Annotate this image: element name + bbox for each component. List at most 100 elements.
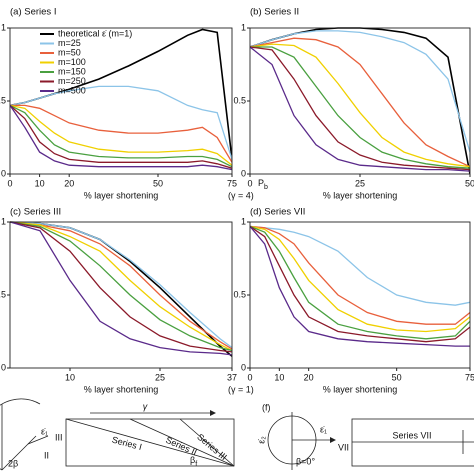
series-line bbox=[250, 225, 470, 333]
x-tick-label: 75 bbox=[465, 372, 474, 382]
strain-circle bbox=[0, 398, 41, 471]
strain-arrow bbox=[27, 435, 49, 445]
series-line bbox=[250, 46, 470, 172]
diagram-circle: (f) ε̇₂ ε̇₁ β=0° VII bbox=[256, 402, 349, 470]
series-line bbox=[250, 46, 470, 171]
series-line bbox=[250, 225, 470, 347]
legend-label: m=250 bbox=[58, 76, 86, 86]
x-tick-label: 37 bbox=[227, 372, 237, 382]
series-line bbox=[10, 104, 232, 166]
x-tick-label: 25 bbox=[355, 178, 365, 188]
x-tick-label: 20 bbox=[64, 178, 74, 188]
marker-text: P bbox=[258, 178, 264, 188]
x-axis-title: % layer shortening bbox=[323, 190, 398, 200]
series-line bbox=[250, 225, 470, 325]
plot-frame bbox=[249, 27, 471, 175]
x-axis-title: % layer shortening bbox=[84, 190, 159, 200]
series-line bbox=[10, 221, 232, 349]
x-tick-label: 25 bbox=[155, 372, 165, 382]
series-line bbox=[10, 221, 232, 357]
series-line bbox=[10, 221, 232, 356]
x-tick-label: 0 bbox=[247, 178, 252, 188]
legend-label: m=100 bbox=[58, 57, 86, 67]
panel: (b) Series II 0 25 50 0 0.5 1 % layer shortenin… bbox=[233, 7, 474, 201]
legend-label: m=25 bbox=[58, 38, 81, 48]
series-line bbox=[10, 105, 232, 171]
series-line bbox=[10, 104, 232, 163]
series-label: Series II bbox=[164, 435, 198, 458]
x-axis-title: % layer shortening bbox=[84, 384, 159, 394]
panel: (d) Series VII 0 10 20 50 75 0 0.5 1 % layer shor… bbox=[233, 207, 474, 395]
y-tick-label: 0.5 bbox=[0, 95, 6, 105]
strain-label: ε̇₁ bbox=[41, 426, 48, 436]
marker-subscript: b bbox=[264, 184, 268, 191]
diagonal bbox=[65, 418, 235, 467]
arrow-head bbox=[330, 437, 336, 443]
series-line bbox=[250, 27, 470, 175]
panel: (c) Series III10253700.51% layer shorten… bbox=[0, 207, 254, 395]
arrow-head bbox=[210, 410, 216, 416]
y-tick-label: 1 bbox=[1, 22, 6, 32]
x-tick-label: 10 bbox=[65, 372, 75, 382]
series-line bbox=[10, 221, 232, 352]
panel-title: (b) Series II bbox=[250, 7, 299, 18]
legend-label: theoretical ε̇ (m=1) bbox=[58, 28, 132, 38]
angle-symbol: β bbox=[190, 455, 195, 465]
diagram-middle: γ Series I Series II Series III βf bbox=[65, 401, 235, 468]
series-line bbox=[250, 225, 470, 340]
series-line bbox=[250, 37, 470, 168]
x-tick-label: 10 bbox=[35, 178, 45, 188]
panel-title: (d) Series VII bbox=[250, 207, 305, 218]
y-tick-label: 1 bbox=[241, 216, 246, 226]
x-tick-label: 50 bbox=[392, 372, 402, 382]
series-line bbox=[250, 46, 470, 169]
y-tick-label: 0 bbox=[1, 168, 6, 178]
x-tick-label: 75 bbox=[227, 178, 237, 188]
plot-frame bbox=[9, 221, 233, 369]
y-tick-label: 0.5 bbox=[233, 95, 246, 105]
series-label: VII bbox=[338, 442, 349, 452]
series-label: Series III bbox=[195, 432, 229, 462]
x-axis-title: % layer shortening bbox=[323, 384, 398, 394]
annotation: (γ = 1) bbox=[228, 384, 254, 394]
series-line bbox=[10, 221, 232, 353]
y-tick-label: 0.5 bbox=[233, 289, 246, 299]
y-tick-label: 0 bbox=[241, 168, 246, 178]
diagram-right: Series VII bbox=[351, 418, 474, 467]
x-tick-label: 20 bbox=[304, 372, 314, 382]
series-label: Series I bbox=[111, 435, 143, 453]
x-tick-label: 50 bbox=[153, 178, 163, 188]
series-line bbox=[250, 225, 470, 343]
x-tick-label: 10 bbox=[274, 372, 284, 382]
x-tick-label: 0 bbox=[7, 178, 12, 188]
series-line bbox=[10, 104, 232, 169]
strain-label: ε̇₂ bbox=[256, 436, 266, 444]
series-label: III bbox=[55, 432, 63, 442]
series-line bbox=[10, 221, 232, 350]
legend-label: m=500 bbox=[58, 85, 86, 95]
panel-title: (a) Series I bbox=[10, 7, 56, 18]
series-line bbox=[10, 221, 232, 352]
axis-line bbox=[1, 435, 37, 471]
diagram-left: ε̇₁ III II 2β bbox=[0, 398, 63, 471]
series-line bbox=[250, 225, 470, 306]
panel-label: (f) bbox=[262, 402, 271, 412]
series-line bbox=[250, 30, 470, 153]
angle-label: β=0° bbox=[296, 456, 315, 466]
diagonal bbox=[179, 418, 235, 467]
annotation: (γ = 4) bbox=[228, 190, 254, 200]
x-tick-label: 0 bbox=[247, 372, 252, 382]
y-tick-label: 1 bbox=[241, 22, 246, 32]
angle-label: βf bbox=[190, 455, 197, 467]
series-line bbox=[10, 28, 232, 160]
marker-label: Pb bbox=[258, 178, 268, 190]
series-label: II bbox=[44, 450, 49, 460]
y-tick-label: 0 bbox=[1, 362, 6, 372]
shear-label: γ bbox=[143, 401, 148, 411]
y-tick-label: 1 bbox=[1, 216, 6, 226]
angle-subscript: f bbox=[195, 461, 197, 468]
series-label: Series VII bbox=[392, 430, 431, 440]
layer-box bbox=[351, 418, 474, 467]
